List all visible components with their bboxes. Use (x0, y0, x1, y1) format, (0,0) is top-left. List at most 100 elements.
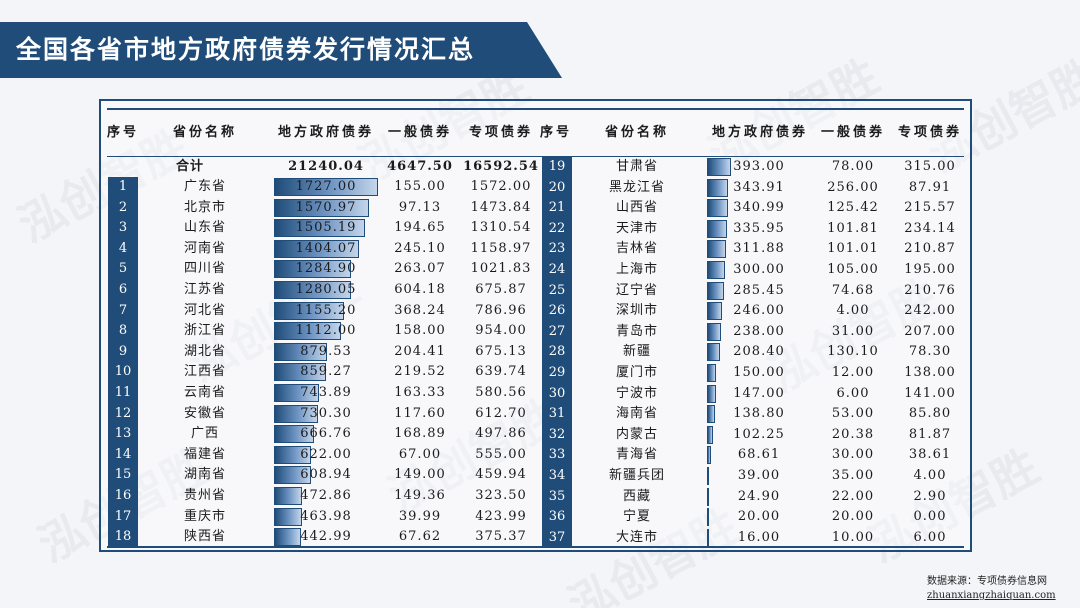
region-name: 西藏 (622, 488, 651, 504)
special-bond-value: 315.00 (904, 159, 956, 174)
row-index: 22 (548, 220, 566, 236)
general-bond-value: 245.10 (394, 240, 446, 256)
general-bond-value: 39.99 (398, 508, 442, 524)
value-bar (274, 281, 352, 299)
region-name: 吉林省 (615, 241, 658, 257)
general-bond-value: 149.36 (394, 488, 446, 503)
table-header-rule (107, 156, 964, 157)
value-bar (707, 405, 716, 424)
index-column-right (542, 157, 572, 547)
row-index: 17 (114, 508, 132, 524)
data-source-link[interactable]: zhuanxiangzhaiquan.com (927, 590, 1056, 601)
row-index: 31 (548, 406, 566, 422)
region-name: 广东省 (183, 179, 226, 194)
general-bond-value: 125.42 (827, 200, 879, 216)
general-bond-value: 30.00 (831, 447, 875, 463)
special-bond-value: 580.56 (475, 385, 527, 400)
header-index-left: 序号 (107, 125, 140, 140)
total-value: 608.94 (300, 467, 352, 483)
region-name: 厦门市 (615, 365, 658, 380)
header-total-left: 地方政府债券 (277, 125, 374, 140)
region-name: 云南省 (183, 385, 226, 400)
total-value: 879.53 (300, 343, 352, 359)
row-index: 10 (114, 364, 132, 380)
region-name: 辽宁省 (615, 282, 658, 298)
region-name: 内蒙古 (615, 426, 658, 442)
row-index: 27 (548, 323, 566, 339)
value-bar (707, 261, 726, 279)
general-bond-value: 12.00 (831, 365, 875, 380)
total-value: 335.95 (733, 220, 785, 236)
row-index: 21 (548, 200, 566, 216)
value-bar (707, 302, 722, 321)
region-name: 湖北省 (183, 343, 226, 359)
region-name: 深圳市 (615, 303, 658, 319)
special-bond-value: 1158.97 (470, 240, 532, 256)
value-bar (707, 178, 728, 197)
title-banner: 全国各省市地方政府债券发行情况汇总 (0, 22, 562, 78)
row-index: 14 (114, 446, 132, 462)
header-general-left: 一般债券 (387, 125, 452, 140)
table-bottom-rule (107, 546, 964, 548)
total-value: 730.30 (300, 405, 352, 421)
region-name: 四川省 (183, 261, 226, 277)
summary-total: 21240.04 (288, 159, 364, 174)
total-value: 300.00 (733, 262, 785, 277)
general-bond-value: 158.00 (394, 323, 446, 339)
general-bond-value: 31.00 (831, 323, 875, 339)
special-bond-value: 4.00 (913, 468, 947, 483)
region-name: 黑龙江省 (608, 179, 665, 195)
row-index: 30 (548, 385, 566, 401)
region-name: 河北省 (183, 302, 226, 318)
row-index: 23 (548, 241, 566, 257)
special-bond-value: 138.00 (904, 365, 956, 380)
value-bar (274, 260, 352, 279)
value-bar (274, 466, 311, 485)
total-value: 343.91 (733, 179, 785, 195)
general-bond-value: 67.00 (398, 446, 442, 462)
row-index: 36 (548, 509, 566, 525)
general-bond-value: 163.33 (394, 385, 446, 400)
value-bar (274, 425, 315, 444)
header-general-right: 一般债券 (820, 125, 885, 140)
total-value: 16.00 (737, 529, 781, 545)
region-name: 安徽省 (183, 405, 226, 421)
row-index: 3 (118, 220, 128, 236)
general-bond-value: 22.00 (831, 488, 875, 504)
general-bond-value: 74.68 (831, 282, 875, 298)
general-bond-value: 194.65 (394, 220, 446, 236)
row-index: 15 (114, 467, 132, 483)
total-value: 1404.07 (295, 240, 357, 256)
general-bond-value: 604.18 (394, 282, 446, 297)
row-index: 24 (548, 262, 566, 277)
value-bar (274, 404, 318, 423)
header-index-right: 序号 (540, 125, 573, 140)
header-region-left: 省份名称 (172, 125, 237, 140)
special-bond-value: 675.87 (475, 282, 527, 297)
value-bar (707, 384, 716, 403)
total-value: 238.00 (733, 323, 785, 339)
special-bond-value: 242.00 (904, 303, 956, 319)
total-value: 463.98 (300, 508, 352, 524)
total-value: 138.80 (733, 406, 785, 422)
total-value: 1570.97 (295, 199, 357, 215)
row-index: 16 (114, 488, 132, 503)
page-title: 全国各省市地方政府债券发行情况汇总 (16, 35, 476, 64)
header-special-right: 专项债券 (897, 125, 962, 140)
general-bond-value: 130.10 (827, 344, 879, 360)
value-bar (707, 281, 725, 300)
region-name: 广西 (190, 426, 219, 442)
value-bar (274, 528, 301, 547)
special-bond-value: 210.76 (904, 282, 956, 298)
region-name: 青岛市 (615, 323, 658, 339)
special-bond-value: 786.96 (475, 302, 527, 318)
total-value: 1280.05 (295, 282, 357, 297)
row-index: 25 (548, 282, 566, 298)
special-bond-value: 78.30 (908, 344, 952, 360)
total-value: 1284.90 (295, 261, 357, 277)
value-bar (707, 487, 709, 506)
region-name: 江苏省 (183, 282, 226, 297)
general-bond-value: 105.00 (827, 262, 879, 277)
special-bond-value: 195.00 (904, 262, 956, 277)
special-bond-value: 81.87 (908, 426, 952, 442)
